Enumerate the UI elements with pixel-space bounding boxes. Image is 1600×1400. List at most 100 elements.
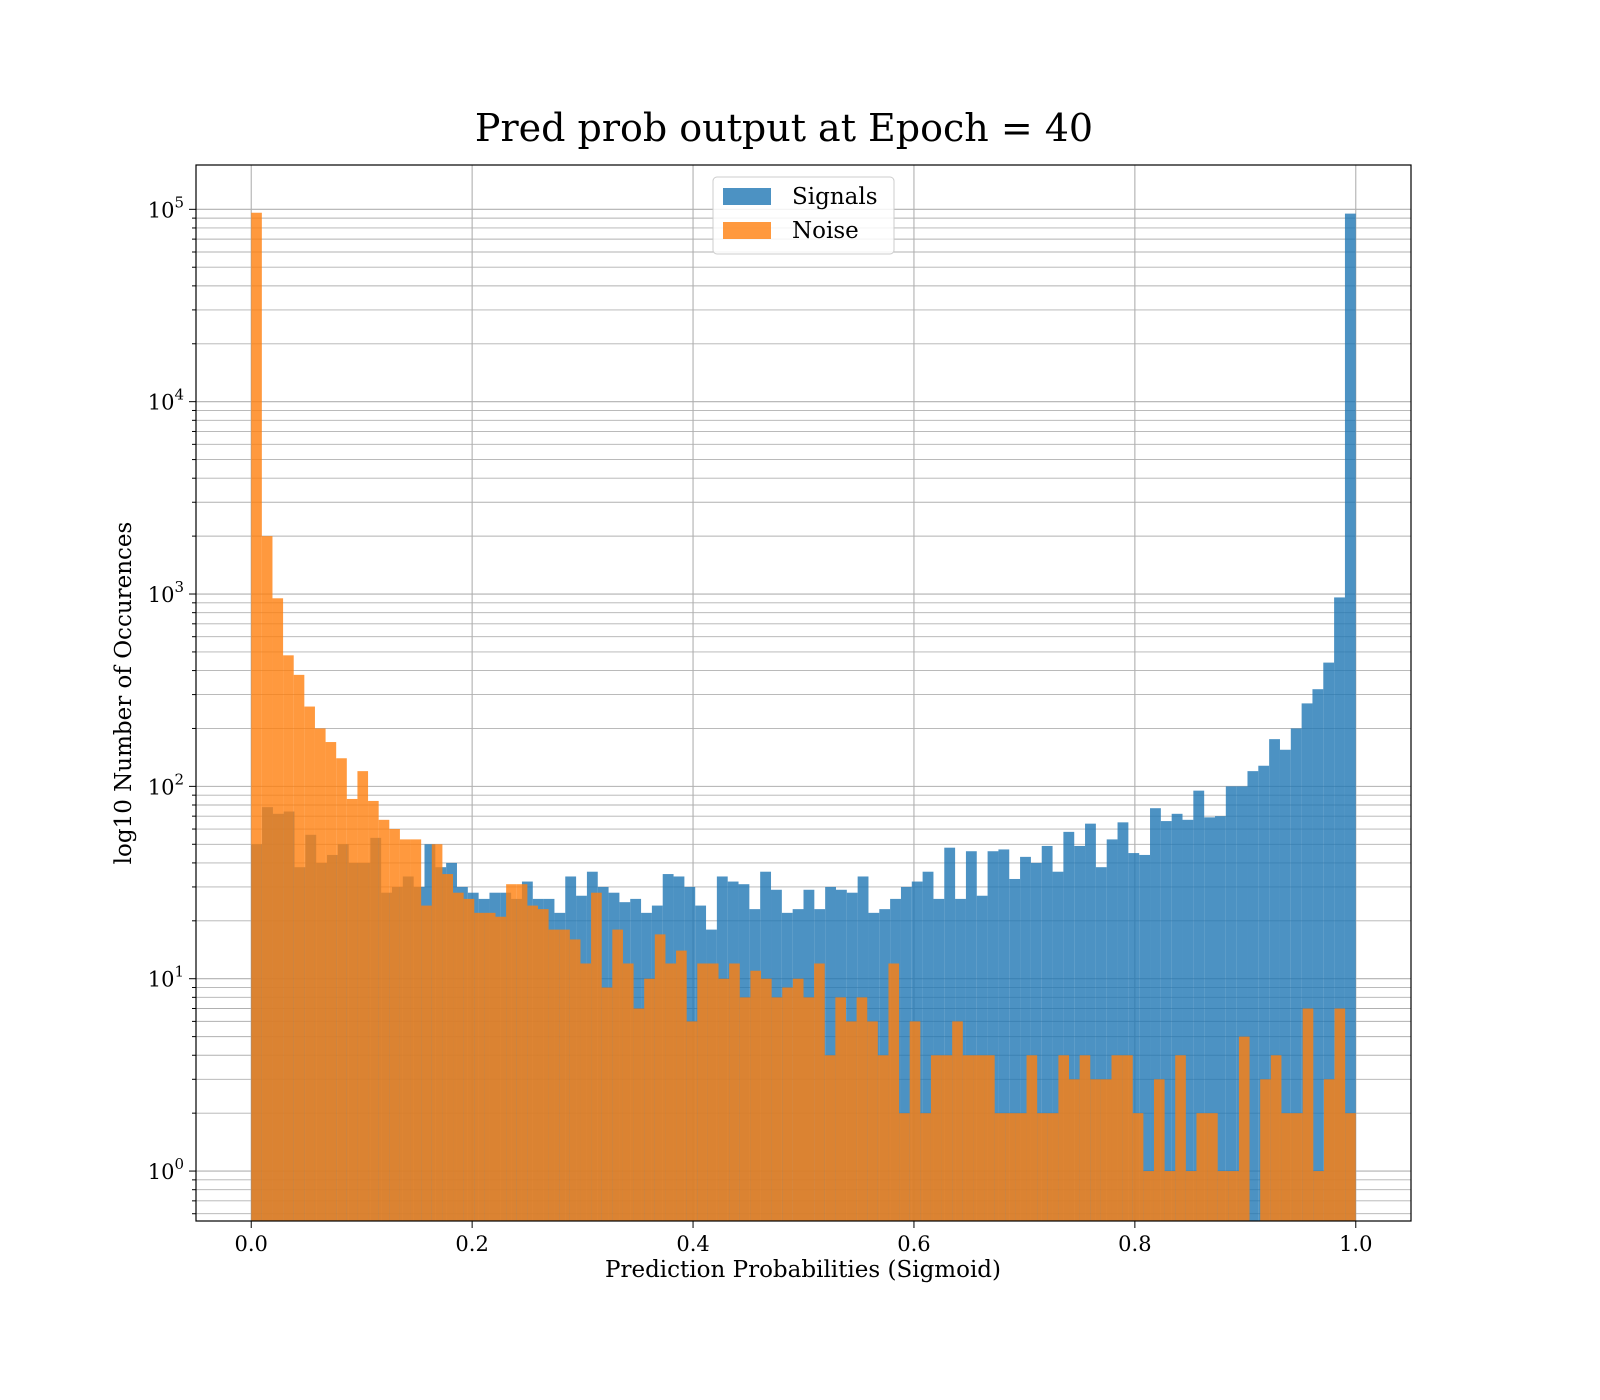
bar-noise [665,963,677,1221]
bar-signals [1030,862,1042,1221]
y-axis-label: log10 Number of Occurences [111,522,137,865]
bar-signals [1128,853,1140,1221]
bar-noise [378,819,390,1221]
bar-noise [1037,1113,1048,1221]
bar-signals [1117,822,1129,1221]
bar-noise [877,1055,889,1221]
bar-signals [1334,597,1345,1221]
plot-frame [195,164,1412,1222]
bar-noise [1323,1079,1335,1221]
bar-noise [930,1055,942,1221]
bar-noise [399,839,411,1221]
bar-noise [1302,1008,1314,1221]
bar-signals [1182,819,1194,1221]
bar-noise [1090,1079,1101,1221]
axis-ticks: 0.0 0.2 0.4 0.6 0.8 1.0 100 101 102 103 104 105 [148,193,1373,1256]
bar-signals [1236,786,1248,1221]
bar-noise [1313,1171,1324,1221]
bar-noise [368,800,379,1221]
bar-noise [325,742,337,1221]
y-tick-label: 101 [148,963,184,992]
bar-signals [1258,765,1270,1221]
bar-noise [1175,1055,1186,1221]
bar-noise [1260,1079,1271,1221]
bar-signals [1204,817,1215,1221]
bar-noise [1207,1113,1218,1221]
bar-noise [1132,1113,1144,1221]
bar-signals [1301,703,1313,1221]
bar-noise [920,1113,931,1221]
bar-noise [686,1021,698,1221]
x-tick-label: 0.8 [1118,1232,1151,1256]
bar-signals [1323,662,1335,1221]
bar-signals [1085,823,1096,1221]
bar-noise [463,898,475,1221]
bar-noise [803,997,815,1221]
bar-noise [357,771,369,1221]
legend-swatch-noise [723,222,771,239]
bar-noise [856,997,868,1221]
chart-title: Pred prob output at Epoch = 40 [475,106,1093,150]
bar-noise [718,978,730,1221]
bar-noise [1345,1113,1356,1221]
bar-noise [1238,1036,1250,1221]
bar-signals [1247,771,1259,1221]
bar-signals [922,871,934,1221]
bar-noise [952,1021,963,1221]
legend-swatch-signals [723,188,771,205]
bar-signals [1106,839,1118,1221]
bar-noise [1058,1055,1070,1221]
bar-signals [1312,689,1324,1221]
x-tick-label: 0.4 [676,1232,709,1256]
bar-signals [1214,816,1226,1221]
bar-signals [825,886,836,1221]
bar-noise [612,929,623,1221]
bar-noise [1334,1008,1346,1221]
bar-noise [644,978,655,1221]
bar-noise [1217,1171,1229,1221]
bar-signals [1074,845,1086,1221]
bar-noise [495,916,507,1221]
bar-noise [1122,1055,1133,1221]
bar-noise [633,1008,645,1221]
bar-noise [1069,1079,1080,1221]
bar-noise [251,212,262,1222]
bar-noise [1015,1113,1027,1221]
bar-signals [1225,786,1237,1221]
bar-noise [750,970,762,1221]
bar-noise [506,884,517,1221]
bar-noise [1047,1113,1059,1221]
bar-noise [792,978,804,1221]
bar-noise [569,939,581,1221]
bar-signals [1290,728,1302,1221]
bar-noise [782,987,793,1221]
bar-noise [548,929,560,1221]
bar-noise [591,892,602,1221]
bar-noise [1111,1055,1123,1221]
bar-signals [1052,871,1064,1221]
bar-noise [1292,1113,1303,1221]
bar-noise [516,884,528,1221]
bar-noise [1100,1079,1112,1221]
bar-noise [304,706,315,1221]
bar-noise [580,963,592,1221]
bar-noise [283,655,294,1221]
bar-noise [909,1021,921,1221]
bar-noise [421,905,432,1221]
bar-noise [261,536,273,1221]
bar-noise [739,997,751,1221]
bar-noise [346,798,358,1221]
bar-noise [389,829,400,1221]
x-tick-label: 0.0 [235,1232,268,1256]
bar-signals [987,851,999,1221]
bar-noise [601,987,613,1221]
bar-noise [835,997,846,1221]
bar-signals [1041,845,1053,1221]
bar-noise [814,963,825,1221]
legend-label-signals: Signals [792,184,878,210]
y-tick-label: 100 [148,1155,184,1184]
bar-noise [410,839,422,1221]
bar-noise [527,905,538,1221]
bar-signals [900,886,912,1221]
bar-noise [941,1055,953,1221]
